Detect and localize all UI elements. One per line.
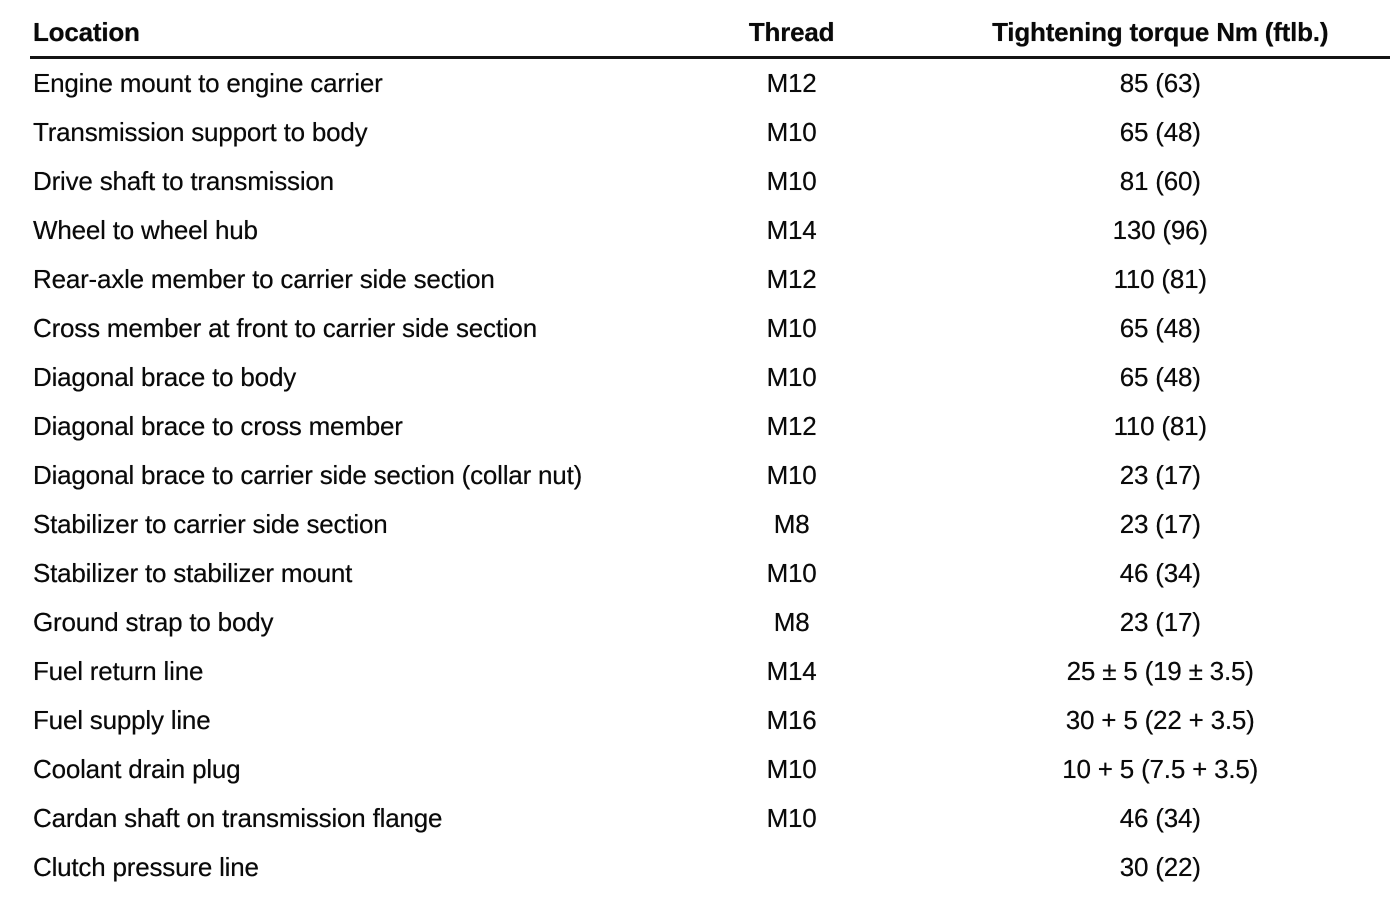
table-row: Engine mount to engine carrier M12 85 (6…: [30, 58, 1390, 109]
location-cell: Wheel to wheel hub: [33, 215, 258, 245]
location-cell: Coolant drain plug: [33, 754, 241, 784]
thread-cell: M10: [766, 313, 817, 343]
torque-cell: 85 (63): [1119, 68, 1201, 98]
torque-cell: 81 (60): [1119, 166, 1201, 196]
thread-cell: M10: [766, 558, 817, 588]
table-row: Stabilizer to stabilizer mount M10 46 (3…: [30, 549, 1390, 598]
torque-cell: 65 (48): [1119, 362, 1201, 392]
table-row: Clutch pressure line 30 (22): [30, 843, 1390, 892]
thread-cell: M12: [766, 411, 817, 441]
location-cell: Diagonal brace to carrier side section (…: [33, 460, 583, 490]
torque-cell: 23 (17): [1119, 509, 1201, 539]
location-cell: Cross member at front to carrier side se…: [33, 313, 537, 343]
table-row: Fuel supply line M16 30 + 5 (22 + 3.5): [30, 696, 1390, 745]
table-row: Cross member at front to carrier side se…: [30, 304, 1390, 353]
thread-cell: M12: [766, 264, 817, 294]
torque-cell: 46 (34): [1119, 558, 1201, 588]
table-row: Stabilizer to carrier side section M8 23…: [30, 500, 1390, 549]
table-row: Fuel return line M14 25 ± 5 (19 ± 3.5): [30, 647, 1390, 696]
table-row: Transmission support to body M10 65 (48): [30, 108, 1390, 157]
thread-cell: [683, 843, 901, 892]
location-cell: Cardan shaft on transmission flange: [33, 803, 443, 833]
location-cell: Engine mount to engine carrier: [33, 68, 383, 98]
torque-cell: 65 (48): [1119, 117, 1201, 147]
document-page: Location Thread Tightening torque Nm (ft…: [0, 8, 1392, 912]
thread-cell: M8: [773, 607, 810, 637]
table-row: Diagonal brace to cross member M12 110 (…: [30, 402, 1390, 451]
location-cell: Fuel supply line: [33, 705, 211, 735]
torque-cell: 30 (22): [1119, 852, 1201, 882]
table-body: Engine mount to engine carrier M12 85 (6…: [30, 58, 1390, 893]
table-header-row: Location Thread Tightening torque Nm (ft…: [30, 8, 1390, 59]
location-cell: Stabilizer to carrier side section: [33, 509, 388, 539]
thread-cell: M14: [766, 215, 817, 245]
location-cell: Transmission support to body: [33, 117, 368, 147]
location-cell: Diagonal brace to body: [33, 362, 297, 392]
torque-cell: 130 (96): [1112, 215, 1208, 245]
location-cell: Clutch pressure line: [33, 852, 259, 882]
thread-cell: M12: [766, 68, 817, 98]
thread-cell: M10: [766, 460, 817, 490]
torque-cell: 25 ± 5 (19 ± 3.5): [1066, 656, 1254, 686]
torque-spec-table: Location Thread Tightening torque Nm (ft…: [30, 8, 1390, 892]
table-row: Wheel to wheel hub M14 130 (96): [30, 206, 1390, 255]
table-row: Ground strap to body M8 23 (17): [30, 598, 1390, 647]
torque-cell: 46 (34): [1119, 803, 1201, 833]
table-row: Diagonal brace to body M10 65 (48): [30, 353, 1390, 402]
location-cell: Stabilizer to stabilizer mount: [33, 558, 353, 588]
table-row: Coolant drain plug M10 10 + 5 (7.5 + 3.5…: [30, 745, 1390, 794]
torque-cell: 110 (81): [1113, 264, 1208, 294]
torque-cell: 23 (17): [1119, 460, 1201, 490]
column-header-thread: Thread: [682, 8, 901, 59]
thread-cell: M10: [766, 754, 817, 784]
torque-cell: 110 (81): [1113, 411, 1208, 441]
column-header-torque: Tightening torque Nm (ftlb.): [900, 8, 1390, 59]
location-cell: Diagonal brace to cross member: [33, 411, 403, 441]
torque-cell: 23 (17): [1119, 607, 1201, 637]
thread-cell: M8: [773, 509, 810, 539]
thread-cell: M14: [766, 656, 817, 686]
table-row: Drive shaft to transmission M10 81 (60): [30, 157, 1390, 206]
table-row: Cardan shaft on transmission flange M10 …: [30, 794, 1390, 843]
table-row: Diagonal brace to carrier side section (…: [30, 451, 1390, 500]
thread-cell: M10: [766, 117, 817, 147]
thread-cell: M10: [766, 166, 817, 196]
location-cell: Drive shaft to transmission: [33, 166, 334, 196]
location-cell: Rear-axle member to carrier side section: [33, 264, 495, 294]
torque-cell: 30 + 5 (22 + 3.5): [1065, 705, 1255, 735]
location-cell: Ground strap to body: [33, 607, 274, 637]
torque-cell: 10 + 5 (7.5 + 3.5): [1062, 754, 1259, 784]
thread-cell: M10: [766, 362, 817, 392]
thread-cell: M10: [766, 803, 817, 833]
table-row: Rear-axle member to carrier side section…: [30, 255, 1390, 304]
location-cell: Fuel return line: [33, 656, 204, 686]
torque-cell: 65 (48): [1119, 313, 1201, 343]
thread-cell: M16: [766, 705, 817, 735]
column-header-location: Location: [30, 8, 683, 59]
